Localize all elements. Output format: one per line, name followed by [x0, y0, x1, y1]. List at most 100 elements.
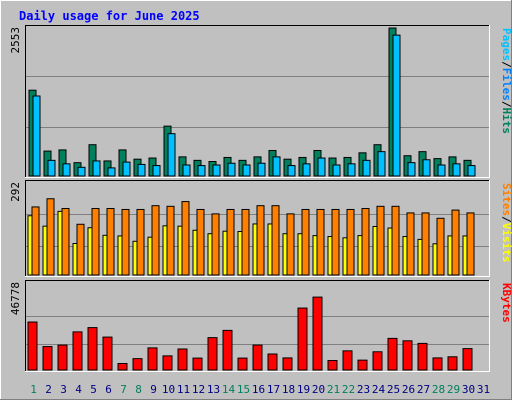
kbytes-bar-day-6: [102, 336, 113, 371]
files-bar-day-3: [62, 163, 71, 177]
sites-bar-day-29: [451, 209, 460, 276]
sites-bar-day-27: [421, 212, 430, 276]
files-bar-day-6: [107, 167, 116, 177]
kbytes-bar-day-17: [267, 353, 278, 371]
day-label-8: 8: [135, 383, 142, 396]
day-label-13: 13: [207, 383, 220, 396]
day-label-14: 14: [222, 383, 236, 396]
kbytes-bar-day-11: [177, 348, 188, 371]
sites-bar-day-8: [136, 208, 145, 276]
files-bar-day-27: [422, 159, 431, 177]
files-bar-day-25: [392, 34, 401, 177]
sites-bar-day-20: [316, 208, 325, 276]
sites-bar-day-13: [211, 213, 220, 276]
sites-bar-day-11: [181, 201, 190, 276]
sites-bar-day-12: [196, 208, 205, 276]
files-bar-day-15: [242, 164, 251, 177]
sites-bar-day-7: [121, 208, 130, 276]
sites-bar-day-6: [106, 208, 115, 276]
sites-bar-day-28: [436, 217, 445, 276]
kbytes-bar-day-19: [297, 307, 308, 371]
panel-hits-area: [25, 25, 490, 178]
sites-bar-day-4: [76, 223, 85, 276]
files-bar-day-1: [32, 95, 41, 177]
kbytes-bar-day-9: [147, 347, 158, 371]
kbytes-bar-day-18: [282, 357, 293, 371]
sites-bar-day-24: [376, 205, 385, 276]
files-bar-day-2: [47, 159, 56, 177]
sites-bar-day-30: [466, 212, 475, 276]
panel-kbytes-bars: [27, 296, 473, 371]
files-bar-day-13: [212, 164, 221, 177]
sites-bar-day-17: [271, 205, 280, 276]
panel-visits-max-label: 292: [9, 182, 22, 202]
files-bar-day-23: [362, 159, 371, 177]
day-label-17: 17: [267, 383, 280, 396]
files-bar-day-20: [317, 157, 326, 177]
kbytes-bar-day-26: [402, 340, 413, 371]
sites-bar-day-22: [346, 208, 355, 276]
panel-kbytes-max-label: 46778: [9, 282, 22, 315]
panel-visits-bars: [27, 198, 475, 276]
files-bar-day-17: [272, 156, 281, 177]
kbytes-bar-day-4: [72, 331, 83, 371]
day-label-4: 4: [75, 383, 82, 396]
kbytes-bar-day-2: [42, 346, 53, 371]
day-label-24: 24: [372, 383, 386, 396]
legend-item-4: Hits: [500, 108, 512, 135]
files-bar-day-12: [197, 165, 206, 177]
kbytes-bar-day-12: [192, 357, 203, 371]
panel-hits-legend: Pages/Files/Hits: [500, 28, 512, 134]
kbytes-bar-day-21: [327, 360, 338, 371]
kbytes-bar-day-5: [87, 327, 98, 371]
day-label-25: 25: [387, 383, 400, 396]
day-label-27: 27: [417, 383, 430, 396]
day-label-15: 15: [237, 383, 250, 396]
kbytes-bar-day-7: [117, 362, 128, 371]
day-label-6: 6: [105, 383, 112, 396]
kbytes-bar-day-8: [132, 358, 143, 371]
sites-bar-day-2: [46, 198, 55, 276]
sites-bar-day-26: [406, 212, 415, 276]
day-label-1: 1: [30, 383, 37, 396]
files-bar-day-24: [377, 151, 386, 177]
kbytes-bar-day-25: [387, 337, 398, 371]
day-label-12: 12: [192, 383, 205, 396]
legend-item-3: /: [500, 101, 512, 108]
kbytes-bar-day-27: [417, 342, 428, 371]
day-label-18: 18: [282, 383, 295, 396]
sites-bar-day-21: [331, 208, 340, 276]
sites-bar-day-25: [391, 205, 400, 276]
panel-visits: 292 Sites/Visits: [9, 180, 512, 277]
legend-item-2: Files: [500, 68, 512, 101]
panel-hits: 2553 Pages/Files/Hits: [9, 25, 512, 178]
day-label-5: 5: [90, 383, 97, 396]
day-label-19: 19: [297, 383, 310, 396]
kbytes-bar-day-28: [432, 357, 443, 371]
sites-bar-day-3: [61, 208, 70, 276]
files-bar-day-5: [92, 160, 101, 177]
kbytes-bar-day-14: [222, 329, 233, 371]
sites-bar-day-23: [361, 208, 370, 276]
legend-item-0: KBytes: [500, 283, 512, 323]
kbytes-bar-day-16: [252, 344, 263, 371]
files-bar-day-16: [257, 162, 266, 177]
files-bar-day-8: [137, 163, 146, 177]
sites-bar-day-1: [31, 206, 40, 276]
day-label-7: 7: [120, 383, 127, 396]
files-bar-day-11: [182, 164, 191, 177]
day-label-23: 23: [357, 383, 370, 396]
kbytes-bar-day-10: [162, 355, 173, 371]
files-bar-day-22: [347, 163, 356, 177]
day-label-9: 9: [150, 383, 157, 396]
day-label-30: 30: [462, 383, 475, 396]
day-label-22: 22: [342, 383, 355, 396]
day-label-3: 3: [60, 383, 67, 396]
sites-bar-day-18: [286, 213, 295, 276]
kbytes-bar-day-3: [57, 344, 68, 371]
legend-item-2: Visits: [500, 223, 512, 263]
day-label-21: 21: [327, 383, 340, 396]
kbytes-bar-day-15: [237, 357, 248, 371]
